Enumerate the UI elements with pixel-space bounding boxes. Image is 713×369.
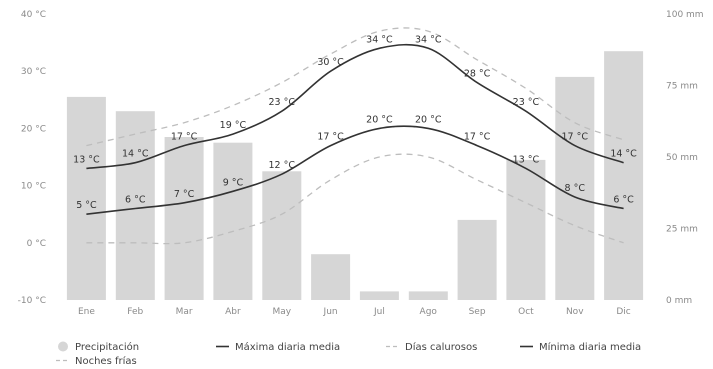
- left-axis-tick: 10 °C: [21, 182, 46, 192]
- minima-diaria-media-label-abr: 9 °C: [223, 177, 244, 188]
- right-axis-tick: 0 mm: [666, 296, 692, 306]
- maxima-diaria-media-label-abr: 19 °C: [220, 120, 247, 131]
- maxima-diaria-media-label-jul: 34 °C: [366, 34, 393, 45]
- precipitation-bar-abr: [213, 142, 253, 300]
- precipitation-bar-ago: [408, 291, 448, 300]
- precipitation-bar-may: [262, 171, 302, 300]
- x-axis-tick-dic: Dic: [616, 307, 630, 317]
- maxima-diaria-media-label-jun: 30 °C: [317, 57, 344, 68]
- left-axis-tick: 20 °C: [21, 124, 46, 134]
- minima-diaria-media-label-feb: 6 °C: [125, 194, 146, 205]
- x-axis-tick-jun: Jun: [323, 307, 338, 317]
- maxima-diaria-media-label-nov: 17 °C: [562, 132, 589, 143]
- maxima-diaria-media-label-sep: 28 °C: [464, 69, 491, 80]
- x-axis-tick-feb: Feb: [127, 307, 143, 317]
- minima-diaria-media-label-jul: 20 °C: [366, 114, 393, 125]
- legend-label-maxima-diaria-media: Máxima diaria media: [235, 341, 340, 353]
- left-axis-tick: 40 °C: [21, 10, 46, 20]
- minima-diaria-media-label-oct: 13 °C: [513, 154, 540, 165]
- x-axis-tick-mar: Mar: [176, 307, 193, 317]
- legend-label-noches-frias: Noches frías: [75, 355, 137, 367]
- minima-diaria-media-label-dic: 6 °C: [613, 194, 634, 205]
- maxima-diaria-media-label-may: 23 °C: [269, 97, 296, 108]
- x-axis-tick-ene: Ene: [78, 307, 95, 317]
- maxima-diaria-media-label-mar: 17 °C: [171, 132, 198, 143]
- precipitation-bar-mar: [164, 137, 204, 300]
- right-axis-tick: 50 mm: [666, 153, 698, 163]
- precipitation-bar-dic: [604, 51, 644, 301]
- x-axis-tick-ago: Ago: [420, 307, 438, 317]
- right-axis-tick: 25 mm: [666, 225, 698, 235]
- x-axis-tick-oct: Oct: [518, 307, 534, 317]
- right-axis-tick: 100 mm: [666, 10, 704, 20]
- minima-diaria-media-label-may: 12 °C: [269, 160, 296, 171]
- maxima-diaria-media-label-ago: 34 °C: [415, 34, 442, 45]
- legend-swatch-precipitacion: [58, 341, 68, 352]
- precipitation-bar-jun: [311, 254, 351, 300]
- left-axis-tick: 0 °C: [27, 239, 46, 249]
- minima-diaria-media-line: [86, 125, 624, 215]
- maxima-diaria-media-line: [86, 43, 624, 170]
- noches-frias-line: [86, 153, 624, 245]
- x-axis-tick-sep: Sep: [469, 307, 486, 317]
- maxima-diaria-media-label-oct: 23 °C: [513, 97, 540, 108]
- x-axis-tick-may: May: [272, 307, 291, 317]
- right-axis-tick: 75 mm: [666, 82, 698, 92]
- left-axis-tick: 30 °C: [21, 67, 46, 77]
- maxima-diaria-media-label-dic: 14 °C: [610, 149, 637, 160]
- precipitation-bar-oct: [506, 159, 546, 300]
- minima-diaria-media-label-jun: 17 °C: [317, 132, 344, 143]
- minima-diaria-media-label-ene: 5 °C: [76, 200, 97, 211]
- x-axis-tick-abr: Abr: [225, 307, 241, 317]
- legend-label-precipitacion: Precipitación: [75, 341, 139, 353]
- precipitation-bar-sep: [457, 219, 497, 300]
- precipitation-bar-ene: [66, 96, 106, 301]
- minima-diaria-media-label-mar: 7 °C: [174, 189, 195, 200]
- x-axis-tick-nov: Nov: [566, 307, 584, 317]
- minima-diaria-media-label-sep: 17 °C: [464, 132, 491, 143]
- minima-diaria-media-label-nov: 8 °C: [565, 183, 586, 194]
- x-axis-tick-jul: Jul: [373, 307, 385, 317]
- precipitation-bar-jul: [359, 291, 399, 300]
- dias-calurosos-line: [86, 27, 624, 147]
- minima-diaria-media-label-ago: 20 °C: [415, 114, 442, 125]
- precipitation-bar-nov: [555, 76, 595, 301]
- maxima-diaria-media-label-ene: 13 °C: [73, 154, 100, 165]
- precipitation-bar-feb: [115, 111, 155, 300]
- maxima-diaria-media-label-feb: 14 °C: [122, 149, 149, 160]
- left-axis-tick: -10 °C: [18, 296, 46, 306]
- legend-label-minima-diaria-media: Mínima diaria media: [539, 341, 641, 353]
- legend-label-dias-calurosos: Días calurosos: [405, 341, 477, 353]
